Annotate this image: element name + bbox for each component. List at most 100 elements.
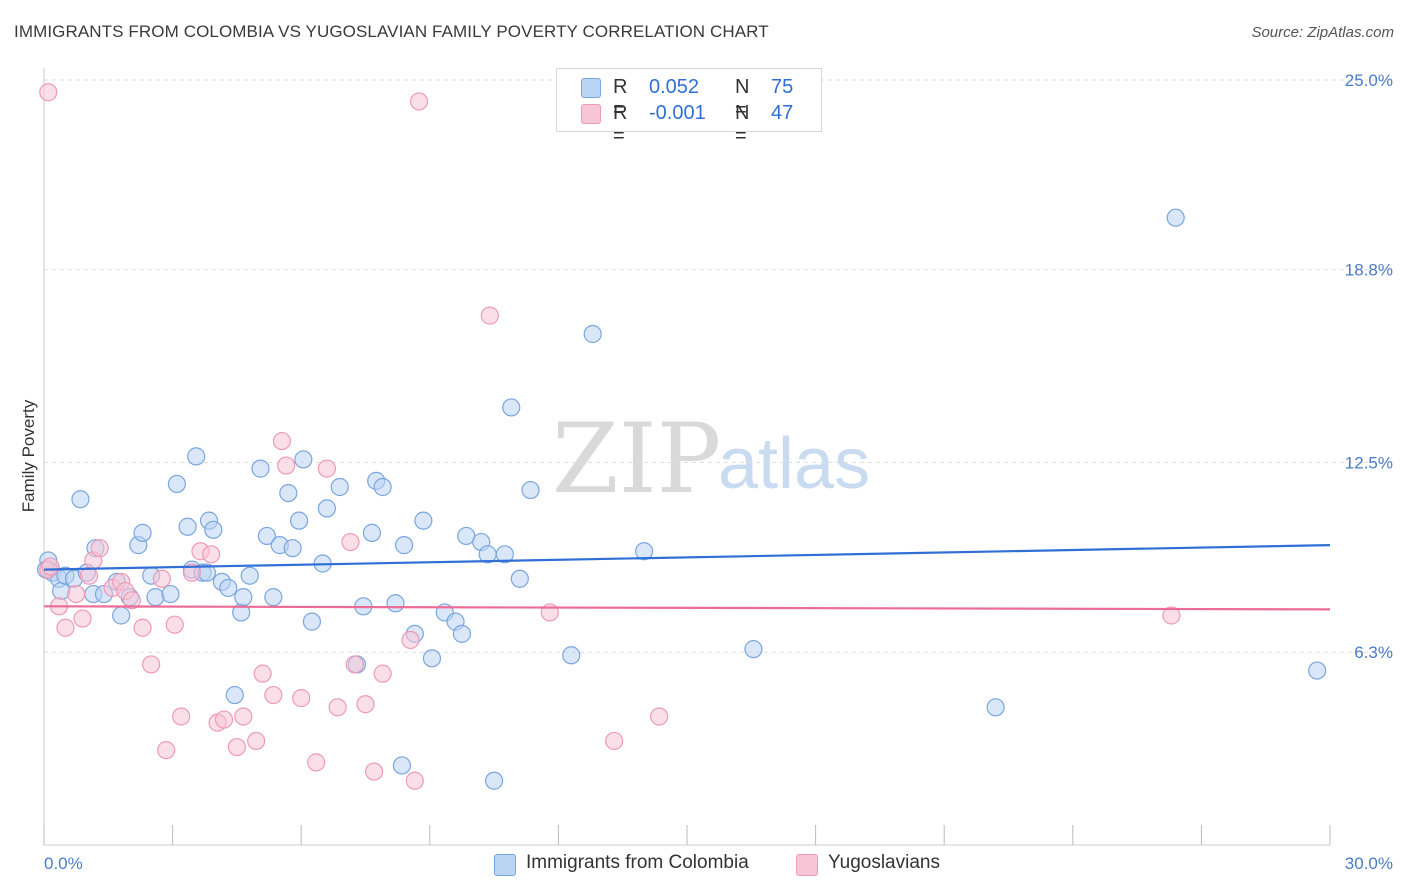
- yugoslavian-point: [264, 685, 283, 705]
- yugoslavian-point: [165, 615, 184, 634]
- colombia-point: [251, 459, 270, 478]
- yugoslavian-point: [401, 630, 420, 650]
- colombia-point: [330, 477, 349, 497]
- colombia-point: [362, 523, 382, 542]
- colombia-point: [167, 474, 186, 494]
- y-tick-label: 12.5%: [1345, 454, 1393, 473]
- yugoslavian-point: [277, 456, 296, 475]
- legend-r-value: -0.001: [649, 102, 706, 124]
- source-label: Source: ZipAtlas.com: [1251, 24, 1394, 41]
- colombia-point: [1308, 661, 1327, 680]
- colombia-point: [225, 685, 244, 705]
- colombia-point: [485, 771, 504, 790]
- watermark-zip: ZIP: [552, 403, 721, 515]
- colombia-point: [52, 581, 71, 601]
- watermark-atlas: atlas: [718, 424, 870, 504]
- colombia-point: [294, 450, 313, 469]
- colombia-point: [373, 477, 392, 497]
- colombia-point: [452, 624, 472, 643]
- colombia-point: [112, 606, 131, 625]
- yugoslavian-point: [272, 431, 292, 451]
- yugoslavian-point: [39, 83, 58, 102]
- x-tick-label-min: 0.0%: [44, 854, 83, 873]
- yugoslavian-point: [409, 92, 429, 111]
- yugoslavian-point: [373, 664, 392, 683]
- colombia-point: [133, 523, 152, 542]
- colombia-point: [392, 756, 412, 775]
- yugoslavian-point: [67, 584, 86, 604]
- colombia-point: [161, 584, 180, 604]
- legend-swatch-colombia: [581, 78, 601, 98]
- colombia-point: [257, 526, 277, 546]
- colombia-point: [583, 324, 602, 344]
- yugoslavian-point: [234, 707, 253, 726]
- colombia-point: [283, 539, 302, 558]
- colombia-point: [302, 612, 322, 631]
- colombia-point: [204, 520, 223, 539]
- yugoslavian-point: [182, 563, 201, 582]
- colombia-point: [146, 588, 165, 607]
- colombia-point: [178, 517, 197, 536]
- colombia-point: [422, 649, 442, 668]
- yugoslavian-point: [41, 557, 60, 576]
- legend-n-label: N =: [735, 102, 750, 147]
- colombia-point: [219, 578, 238, 598]
- yugoslavian-point: [227, 737, 246, 757]
- yugoslavian-point: [90, 539, 109, 558]
- colombia-point: [279, 484, 298, 503]
- colombia-point: [510, 569, 529, 588]
- yugoslavian-point: [157, 741, 176, 760]
- yugoslavian-point: [292, 689, 311, 708]
- colombia-point: [744, 640, 763, 659]
- yugoslavian-point: [341, 532, 360, 552]
- yugoslavian-point: [247, 731, 266, 751]
- bottom-legend-label-colombia: Immigrants from Colombia: [526, 852, 749, 873]
- y-tick-label: 25.0%: [1345, 71, 1393, 90]
- y-tick-label: 6.3%: [1354, 643, 1393, 662]
- chart-title: IMMIGRANTS FROM COLOMBIA VS YUGOSLAVIAN …: [14, 22, 769, 41]
- yugoslavian-point: [172, 707, 191, 726]
- yugoslavian-point: [73, 609, 92, 628]
- colombia-point: [521, 480, 540, 500]
- correlation-legend: R = 0.052 N = 75 R = -0.001 N = 47: [556, 68, 822, 147]
- colombia-point: [386, 594, 405, 613]
- colombia-point: [414, 511, 433, 530]
- yugoslavian-point: [214, 710, 234, 729]
- yugoslavian-point: [122, 591, 141, 610]
- colombia-point: [495, 545, 514, 564]
- colombia-point: [71, 490, 90, 509]
- yugoslavian-point: [480, 306, 499, 325]
- yugoslavian-point: [328, 698, 347, 717]
- yugoslavian-point: [56, 618, 75, 637]
- colombia-trend-line: [43, 544, 1331, 571]
- legend-r-label: R =: [613, 102, 628, 147]
- colombia-point: [502, 398, 521, 417]
- x-tick-label-max: 30.0%: [1345, 854, 1393, 873]
- yugoslavian-trend-line: [43, 605, 1331, 611]
- yugoslavian-point: [1162, 606, 1181, 625]
- yugoslavian-point: [345, 655, 364, 674]
- legend-r-label: R =: [613, 76, 628, 121]
- yugoslavian-point: [253, 664, 272, 683]
- yugoslavian-point: [317, 459, 337, 478]
- watermark: ZIP atlas: [552, 403, 870, 515]
- legend-swatch-yugoslavians: [581, 104, 601, 124]
- yugoslavian-point: [202, 545, 221, 564]
- yugoslavian-point: [133, 618, 152, 637]
- yugoslavian-point: [307, 753, 326, 772]
- colombia-point: [394, 536, 414, 555]
- colombia-point: [986, 698, 1005, 717]
- colombia-point: [635, 542, 654, 561]
- colombia-point: [317, 499, 337, 518]
- colombia-point: [264, 588, 283, 607]
- y-tick-label: 18.8%: [1345, 261, 1393, 280]
- legend-n-label: N =: [735, 76, 750, 121]
- colombia-point: [240, 566, 259, 585]
- yugoslavian-point: [142, 655, 161, 674]
- colombia-point: [562, 646, 581, 665]
- yugoslavian-point: [605, 731, 624, 751]
- colombia-point: [289, 511, 309, 530]
- bottom-legend-label-yugoslavians: Yugoslavians: [828, 852, 940, 873]
- colombia-point: [234, 588, 253, 607]
